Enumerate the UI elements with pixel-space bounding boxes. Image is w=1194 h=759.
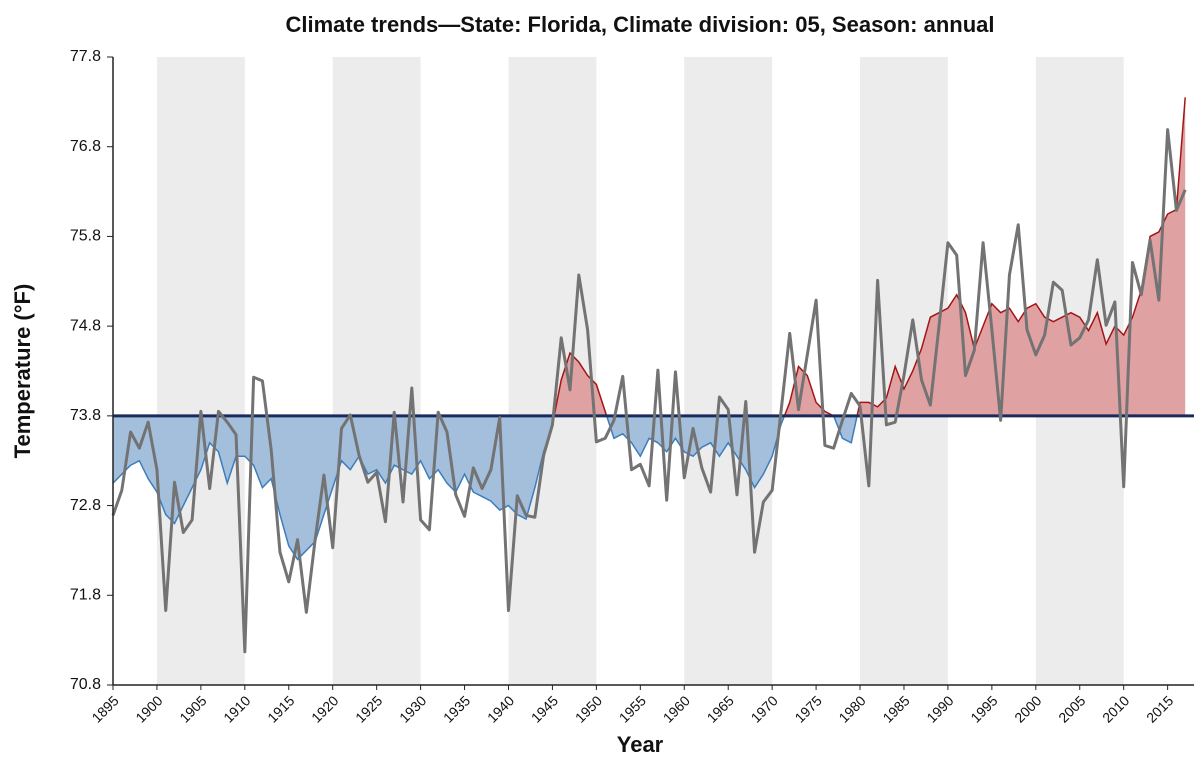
x-tick-label: 1985	[879, 692, 912, 725]
area-above	[113, 97, 1186, 416]
x-tick-label: 1960	[660, 692, 693, 725]
x-tick-label: 1895	[88, 692, 121, 725]
x-tick-label: 1925	[352, 692, 385, 725]
x-tick-label: 1965	[704, 692, 737, 725]
x-tick-label: 1900	[132, 692, 165, 725]
x-tick-label: 1955	[616, 692, 649, 725]
chart-title: Climate trends—State: Florida, Climate d…	[285, 12, 994, 37]
annual-line	[111, 128, 1187, 654]
x-tick-label: 2015	[1143, 692, 1176, 725]
x-tick-label: 2005	[1055, 692, 1088, 725]
x-tick-label: 1910	[220, 692, 253, 725]
x-tick-label: 1915	[264, 692, 297, 725]
y-axis-label: Temperature (°F)	[10, 284, 35, 459]
x-tick-label: 1970	[748, 692, 781, 725]
x-tick-label: 1950	[572, 692, 605, 725]
x-tick-label: 1975	[791, 692, 824, 725]
x-tick-label: 1930	[396, 692, 429, 725]
y-tick-label: 75.8	[70, 228, 101, 245]
x-tick-label: 1945	[528, 692, 561, 725]
x-tick-label: 1935	[440, 692, 473, 725]
x-axis-label: Year	[617, 732, 664, 757]
decade-band	[332, 57, 421, 685]
x-tick-label: 2010	[1099, 692, 1132, 725]
decade-band	[684, 57, 773, 685]
smooth-line-below	[113, 415, 858, 561]
y-tick-label: 74.8	[70, 317, 101, 334]
area-below	[113, 415, 858, 560]
y-tick-label: 72.8	[70, 497, 101, 514]
y-tick-label: 70.8	[70, 676, 101, 693]
decade-band	[156, 57, 245, 685]
x-tick-label: 1995	[967, 692, 1000, 725]
x-tick-label: 1920	[308, 692, 341, 725]
x-tick-label: 1990	[923, 692, 956, 725]
x-tick-label: 1905	[176, 692, 209, 725]
y-tick-label: 77.8	[70, 48, 101, 65]
y-tick-label: 76.8	[70, 138, 101, 155]
y-tick-label: 71.8	[70, 587, 101, 604]
y-tick-label: 73.8	[70, 407, 101, 424]
x-tick-label: 2000	[1011, 692, 1044, 725]
x-tick-label: 1940	[484, 692, 517, 725]
x-tick-label: 1980	[835, 692, 868, 725]
